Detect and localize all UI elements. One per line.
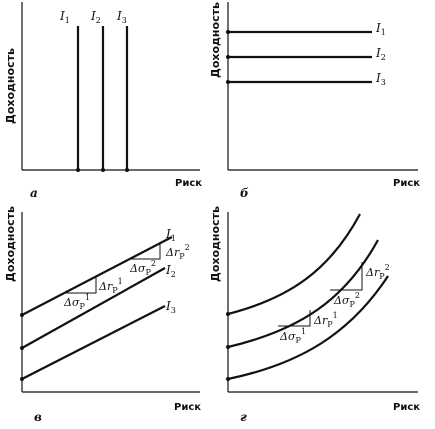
panel-d-curve-2	[227, 239, 379, 349]
panel-d-delta-sigma-2: ΔσP2	[333, 291, 360, 309]
panel-d-point-2	[226, 345, 230, 349]
panel-b-point-1	[226, 30, 230, 34]
panel-c-curve-1	[21, 236, 173, 316]
panel-c-point-1	[20, 313, 24, 317]
panel-d-point-1	[226, 312, 230, 316]
panel-a-curve-1-label: I1	[59, 9, 70, 25]
panel-c-point-2	[20, 346, 24, 350]
panel-a: Доходность Риск а I1 I2 I3	[4, 2, 202, 200]
panel-c-x-label: Риск	[174, 402, 201, 413]
panel-d-point-3	[226, 377, 230, 381]
panel-d-curve-1	[227, 213, 361, 316]
panel-c: Доходность Риск в I1 I2 I3 ΔσP1 ΔrP1 ΔσP…	[4, 206, 201, 424]
panel-c-y-label: Доходность	[4, 206, 17, 282]
panel-c-delta-r-2: ΔrP2	[165, 243, 190, 261]
panel-a-point-2	[101, 168, 105, 172]
panel-c-delta-sigma-2: ΔσP2	[129, 259, 156, 277]
panel-c-delta-r-1: ΔrP1	[98, 277, 123, 295]
panel-b: Доходность Риск б I1 I2 I3	[209, 2, 420, 200]
panel-d-triangle-2	[330, 262, 363, 291]
panel-a-x-label: Риск	[175, 178, 202, 189]
panel-d-curve-3	[227, 275, 389, 381]
panel-c-curve-3-label: I3	[165, 299, 176, 315]
panel-a-point-3	[125, 168, 129, 172]
panel-b-point-2	[226, 55, 230, 59]
panel-c-triangle-2	[128, 242, 161, 260]
panel-c-curve-1-label: I1	[165, 227, 176, 243]
panel-a-letter: а	[30, 186, 38, 200]
panel-d-delta-sigma-1: ΔσP1	[279, 327, 306, 345]
panel-b-curve-2-label: I2	[375, 46, 386, 62]
panel-a-curve-2-label: I2	[90, 9, 101, 25]
panel-c-triangle-1	[64, 276, 97, 294]
panel-b-x-label: Риск	[393, 178, 420, 189]
panel-d-y-label: Доходность	[209, 206, 222, 282]
panel-b-point-3	[226, 80, 230, 84]
panel-b-curve-3-label: I3	[375, 71, 386, 87]
panel-c-point-3	[20, 377, 24, 381]
panel-d-x-label: Риск	[393, 402, 420, 413]
panel-d: Доходность Риск г ΔσP1 ΔrP1 ΔσP2 ΔrP2	[209, 206, 420, 424]
panel-d-delta-r-2: ΔrP2	[365, 263, 390, 281]
panel-d-delta-r-1: ΔrP1	[313, 311, 338, 329]
panel-b-y-label: Доходность	[209, 2, 222, 78]
panel-c-letter: в	[34, 410, 42, 424]
panel-b-letter: б	[240, 186, 249, 200]
panel-d-triangle-1	[278, 310, 311, 327]
panel-d-letter: г	[240, 410, 247, 424]
panel-a-y-label: Доходность	[4, 48, 17, 124]
panel-c-delta-sigma-1: ΔσP1	[63, 293, 90, 311]
panel-c-curve-2-label: I2	[165, 263, 176, 279]
panel-a-curve-3-label: I3	[116, 9, 127, 25]
panel-a-point-1	[76, 168, 80, 172]
panel-c-curve-2	[21, 267, 166, 349]
panel-b-curve-1-label: I1	[375, 21, 386, 37]
panel-c-curve-3	[21, 305, 166, 380]
